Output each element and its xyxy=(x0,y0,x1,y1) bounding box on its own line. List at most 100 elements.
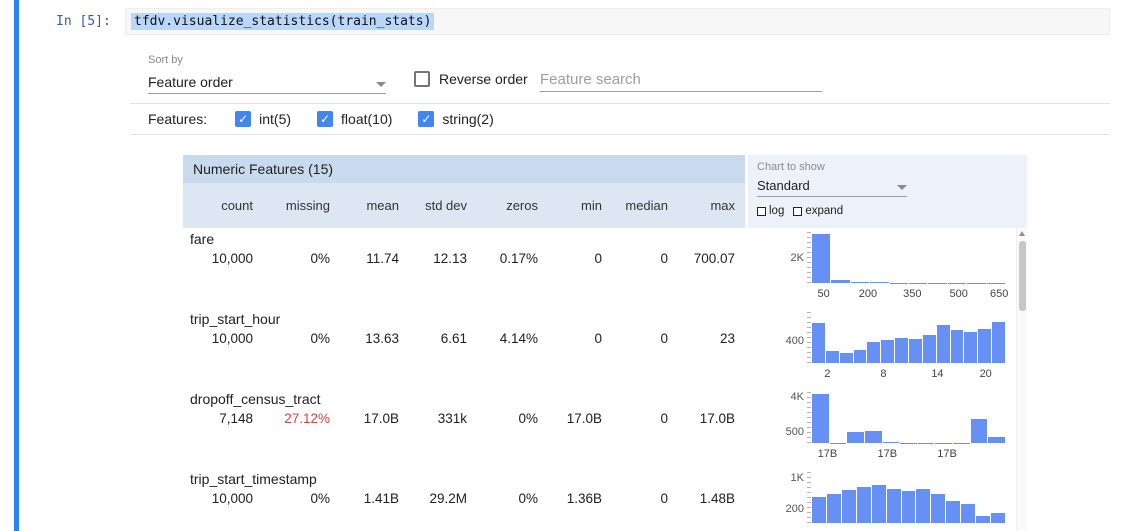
feature-search-input[interactable] xyxy=(540,68,822,92)
x-axis-label: 8 xyxy=(880,368,887,380)
x-axis-label: 17B xyxy=(817,448,838,460)
code-text: tfdv.visualize_statistics(train_stats) xyxy=(131,13,435,30)
stat-missing: 0% xyxy=(310,251,330,266)
y-axis-ticks xyxy=(807,392,811,443)
stat-min: 1.36B xyxy=(566,491,602,506)
y-axis-label: 4K xyxy=(790,391,804,404)
charts-scrollbar[interactable] xyxy=(1016,228,1027,531)
histogram-bar xyxy=(881,339,895,363)
table-row-trip_start_timestamp: trip_start_timestamp 10,000 0% 1.41B 29.2M 0%… xyxy=(183,468,745,531)
stat-min: 0 xyxy=(594,331,602,346)
stat-count: 7,148 xyxy=(219,411,253,426)
stat-values: 7,148 27.12% 17.0B 331k 0% 17.0B 0 17.0B xyxy=(183,411,745,426)
x-axis-label: 17B xyxy=(877,448,898,460)
scroll-up-arrow-icon[interactable] xyxy=(1019,231,1025,236)
x-axis-label: 17B xyxy=(937,448,957,460)
cell-selection-bar xyxy=(14,0,19,531)
histogram-bar xyxy=(992,321,1006,363)
stat-mean: 17.0B xyxy=(363,411,399,426)
stat-mean: 11.74 xyxy=(366,251,399,266)
histogram-bar xyxy=(847,432,864,443)
column-header-median: median xyxy=(625,198,668,213)
charts-column: Chart to show Standard log expand xyxy=(748,155,1027,531)
expand-checkbox[interactable]: expand xyxy=(793,205,843,217)
stat-median: 0 xyxy=(660,411,668,426)
histogram-bar xyxy=(988,437,1006,443)
feature-type-string[interactable]: ✓ string(2) xyxy=(418,111,494,127)
x-axis-label: 50 xyxy=(817,288,830,300)
stat-max: 700.07 xyxy=(693,251,735,266)
feature-name: dropoff_census_tract xyxy=(190,391,321,407)
stat-count: 10,000 xyxy=(211,251,253,266)
expand-label: expand xyxy=(805,205,844,217)
histogram-bar xyxy=(909,338,922,363)
histogram-bar xyxy=(961,503,976,523)
histogram-bar xyxy=(826,493,841,523)
checkbox-unchecked-icon[interactable] xyxy=(414,71,430,87)
histogram-bar xyxy=(864,431,882,443)
scrollbar-thumb[interactable] xyxy=(1019,241,1026,311)
x-axis-label: 2 xyxy=(824,368,831,380)
chart-type-dropdown[interactable]: Standard xyxy=(757,176,907,197)
chart-to-show-label: Chart to show xyxy=(757,161,825,173)
divider xyxy=(130,134,1110,135)
histogram-bars xyxy=(812,472,1005,523)
feature-type-float[interactable]: ✓ float(10) xyxy=(317,111,392,127)
histogram-bar xyxy=(841,489,856,523)
x-axis-label: 14 xyxy=(931,368,944,380)
sort-by-dropdown[interactable]: Feature order xyxy=(148,70,386,94)
histogram-bar xyxy=(867,341,881,363)
histogram-bar xyxy=(886,489,901,523)
stat-max: 23 xyxy=(719,331,735,346)
divider xyxy=(130,103,1110,104)
stat-zeros: 0.17% xyxy=(499,251,538,266)
chevron-down-icon xyxy=(376,82,386,87)
sort-by-value: Feature order xyxy=(148,74,233,90)
tfdv-statistics-widget: Sort by Feature order Reverse order Feat… xyxy=(130,40,1110,531)
histogram-bar xyxy=(856,487,871,523)
feature-name: trip_start_timestamp xyxy=(190,471,317,487)
reverse-order-label: Reverse order xyxy=(439,71,528,87)
histogram-bar xyxy=(916,489,931,523)
y-axis-label: 2K xyxy=(790,251,804,264)
stat-values: 10,000 0% 13.63 6.61 4.14% 0 0 23 xyxy=(183,331,745,346)
stat-missing: 27.12% xyxy=(284,411,330,426)
feature-type-int[interactable]: ✓ int(5) xyxy=(235,111,291,127)
histogram-bar xyxy=(871,485,886,523)
stat-mean: 1.41B xyxy=(363,491,399,506)
feature-type-label: float(10) xyxy=(341,111,393,127)
stat-count: 10,000 xyxy=(211,491,253,506)
stat-values: 10,000 0% 1.41B 29.2M 0% 1.36B 0 1.48B xyxy=(183,491,745,506)
histogram-bar xyxy=(882,442,900,443)
table-body: fare 10,000 0% 11.74 12.13 0.17% 0 0 700.07 trip_… xyxy=(183,228,745,531)
histogram-bar xyxy=(812,394,829,443)
features-filter-row: Features: ✓ int(5) ✓ float(10) ✓ string(2) xyxy=(130,104,1110,134)
features-label: Features: xyxy=(148,111,208,127)
reverse-order-checkbox[interactable]: Reverse order xyxy=(414,71,528,87)
chevron-down-icon xyxy=(897,185,907,190)
checkbox-checked-icon: ✓ xyxy=(235,111,252,127)
histogram-bar xyxy=(812,496,826,523)
chart-type-value: Standard xyxy=(757,178,810,193)
charts-list: 2K 50 200 350 500 650 400 2 8 14 20 4K 500 17B 17B 17B 1… xyxy=(748,228,1027,531)
stat-std-dev: 29.2M xyxy=(429,491,467,506)
code-cell[interactable]: tfdv.visualize_statistics(train_stats) xyxy=(125,8,1110,35)
checkbox-unchecked-icon xyxy=(793,206,803,216)
log-checkbox[interactable]: log xyxy=(757,205,784,217)
histogram-bar xyxy=(825,350,839,363)
column-header-missing: missing xyxy=(285,198,330,213)
chart-options: log expand xyxy=(757,205,843,217)
checkbox-unchecked-icon xyxy=(757,206,766,216)
feature-type-list: ✓ int(5) ✓ float(10) ✓ string(2) xyxy=(235,111,494,127)
column-header-count: count xyxy=(221,198,253,213)
stat-zeros: 0% xyxy=(518,491,538,506)
table-row-fare: fare 10,000 0% 11.74 12.13 0.17% 0 0 700.07 xyxy=(183,228,745,308)
stat-missing: 0% xyxy=(310,331,330,346)
column-header-row: count missing mean std dev zeros min median max xyxy=(183,183,745,228)
checkbox-checked-icon: ✓ xyxy=(317,111,334,127)
histogram-bar xyxy=(853,350,867,363)
histogram-bars xyxy=(812,232,1006,283)
histogram-bar xyxy=(970,419,988,443)
histogram-trip_start_hour: 400 2 8 14 20 xyxy=(748,308,1027,388)
